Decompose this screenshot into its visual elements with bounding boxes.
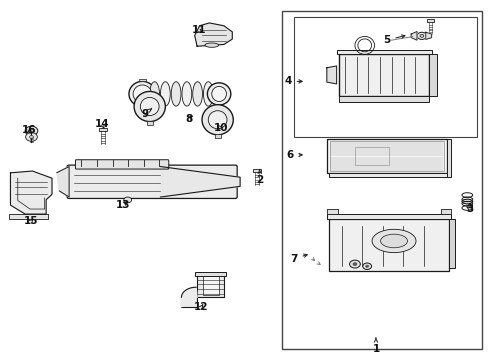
Text: 3: 3	[466, 204, 473, 214]
Ellipse shape	[133, 85, 152, 103]
Bar	[337, 50, 432, 54]
Polygon shape	[327, 66, 337, 84]
Ellipse shape	[205, 43, 219, 47]
Ellipse shape	[208, 111, 227, 129]
Text: 9: 9	[141, 109, 151, 119]
Text: 11: 11	[191, 25, 206, 35]
Ellipse shape	[171, 82, 181, 106]
Bar	[294, 17, 477, 137]
Text: 5: 5	[383, 35, 405, 45]
Circle shape	[124, 197, 132, 203]
Ellipse shape	[202, 105, 233, 135]
Ellipse shape	[207, 83, 231, 105]
Ellipse shape	[134, 91, 165, 122]
Polygon shape	[57, 167, 69, 197]
Ellipse shape	[129, 81, 156, 107]
Bar	[329, 173, 446, 177]
Text: 1: 1	[372, 338, 380, 354]
Circle shape	[25, 126, 38, 135]
Text: 2: 2	[256, 170, 263, 185]
Circle shape	[417, 32, 427, 40]
Bar	[429, 54, 437, 95]
Bar	[446, 139, 451, 177]
Bar	[181, 297, 197, 307]
Bar	[203, 274, 219, 296]
Bar	[441, 209, 451, 213]
Circle shape	[363, 263, 371, 270]
Bar	[147, 121, 153, 125]
Text: 15: 15	[24, 216, 38, 226]
Bar	[282, 12, 482, 348]
Ellipse shape	[203, 82, 213, 106]
Bar	[197, 274, 224, 297]
Bar	[195, 272, 226, 276]
Ellipse shape	[212, 86, 226, 102]
Bar	[355, 147, 389, 165]
Bar	[329, 219, 449, 271]
Ellipse shape	[193, 82, 202, 106]
Bar	[339, 54, 429, 95]
Polygon shape	[160, 167, 240, 197]
Bar	[215, 134, 220, 138]
Text: 10: 10	[213, 123, 228, 133]
Polygon shape	[181, 287, 197, 307]
Circle shape	[29, 135, 33, 138]
Text: 7: 7	[290, 254, 307, 264]
Bar	[99, 128, 107, 131]
Polygon shape	[10, 171, 52, 214]
Text: 8: 8	[185, 114, 193, 124]
Text: 12: 12	[194, 302, 208, 312]
Circle shape	[353, 263, 357, 266]
Ellipse shape	[150, 82, 159, 106]
Text: 13: 13	[116, 200, 130, 210]
FancyBboxPatch shape	[67, 165, 237, 198]
Ellipse shape	[462, 199, 473, 204]
Bar	[139, 78, 146, 81]
Bar	[253, 169, 261, 172]
Bar	[427, 19, 434, 22]
Bar	[327, 213, 451, 219]
Circle shape	[420, 35, 424, 37]
Ellipse shape	[372, 229, 416, 253]
Circle shape	[25, 133, 37, 141]
Polygon shape	[195, 23, 232, 46]
Text: 6: 6	[286, 150, 302, 160]
Ellipse shape	[381, 234, 408, 248]
Bar	[327, 139, 446, 173]
Bar	[449, 219, 455, 268]
Text: 16: 16	[22, 125, 36, 135]
Text: 4: 4	[284, 76, 302, 86]
Circle shape	[366, 265, 368, 267]
Ellipse shape	[140, 98, 159, 116]
Polygon shape	[411, 32, 417, 40]
Bar	[339, 95, 429, 102]
Circle shape	[28, 129, 34, 133]
Ellipse shape	[182, 82, 192, 106]
Bar	[9, 214, 48, 220]
Bar	[330, 141, 443, 171]
Text: 14: 14	[95, 120, 110, 129]
Circle shape	[349, 260, 360, 268]
FancyBboxPatch shape	[75, 160, 169, 169]
Ellipse shape	[160, 82, 170, 106]
Polygon shape	[426, 32, 432, 40]
Bar	[327, 209, 338, 213]
